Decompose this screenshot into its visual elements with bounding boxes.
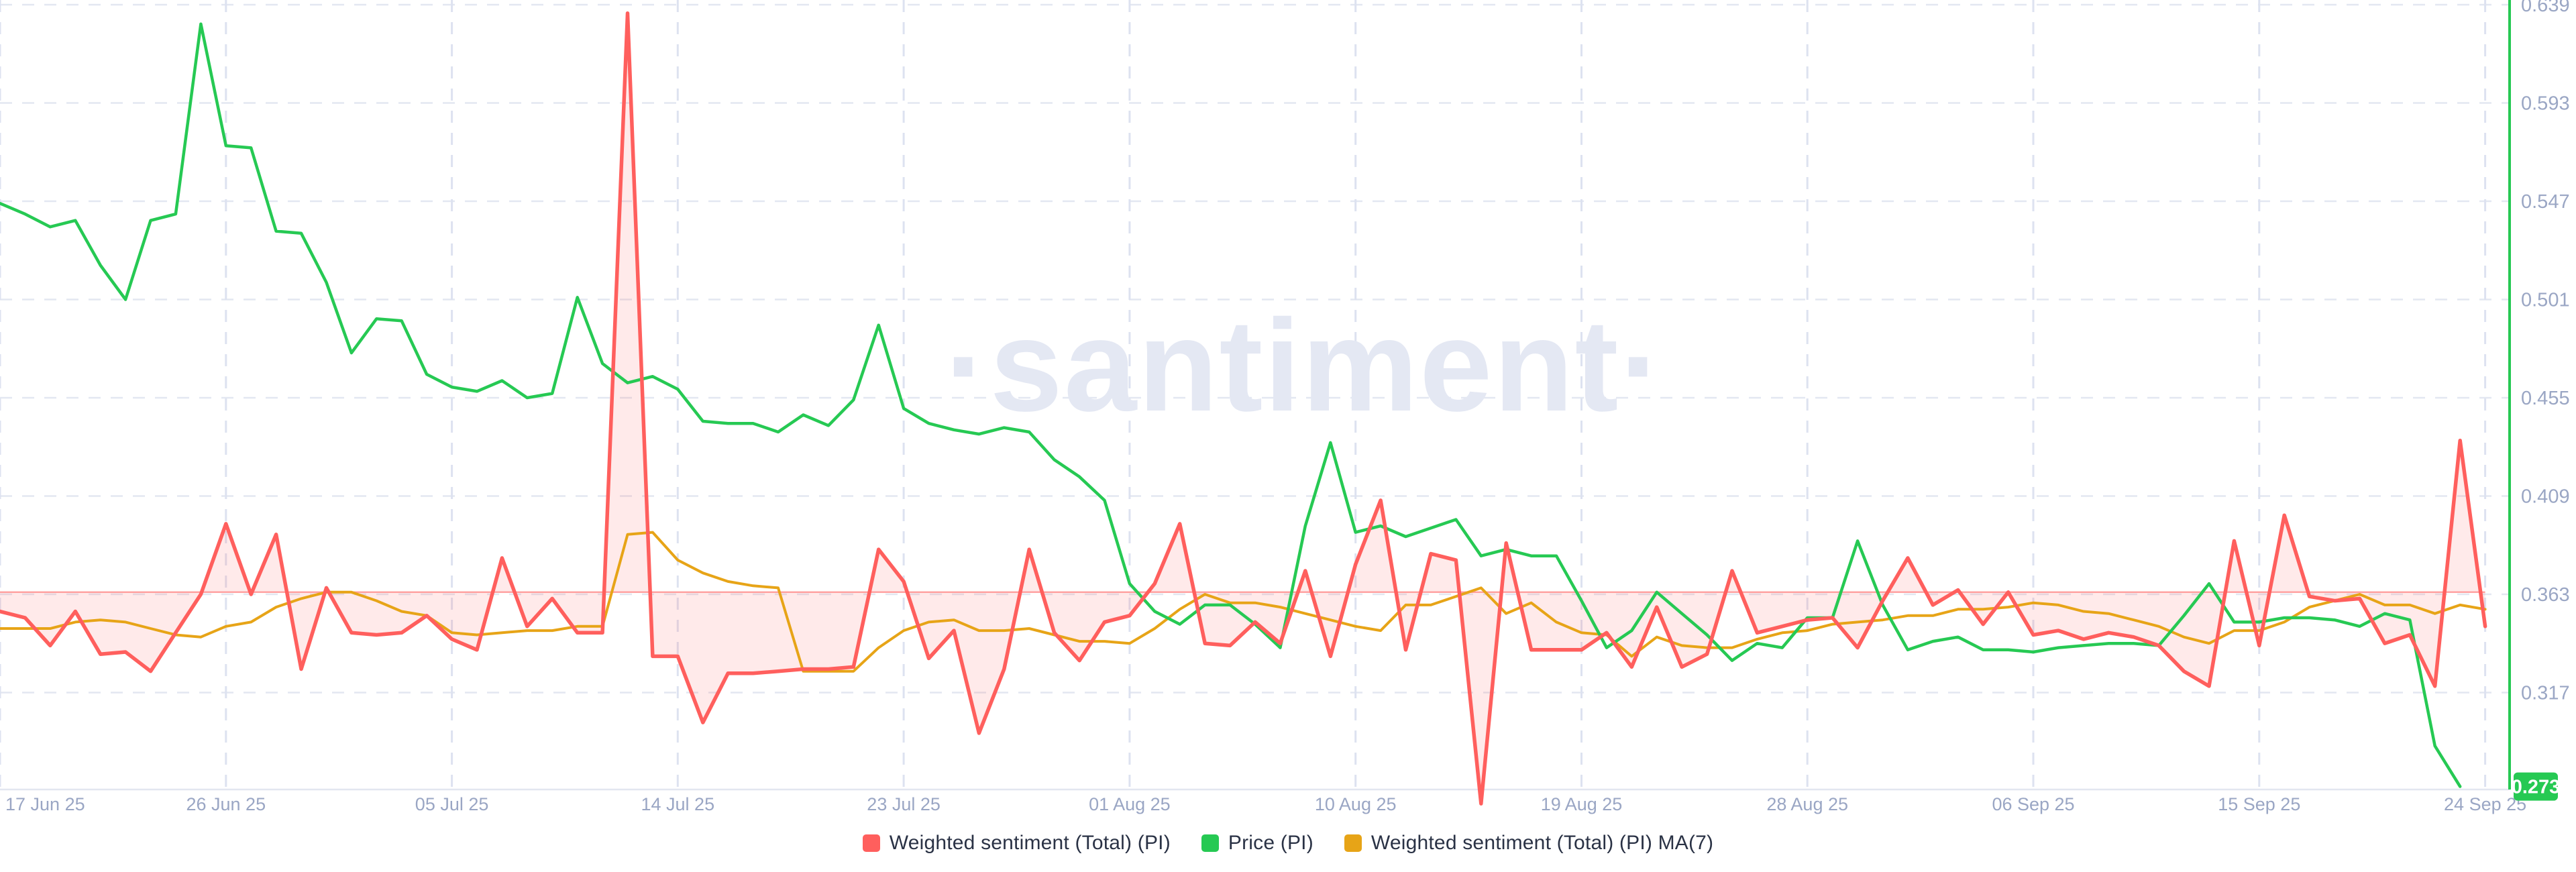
x-tick-label: 14 Jul 25 [641,794,715,814]
y-tick-label: 0.501 [2521,290,2570,311]
y-tick-label: 0.409 [2521,486,2570,508]
legend-item-price[interactable]: Price (PI) [1201,832,1313,855]
x-tick-label: 01 Aug 25 [1089,794,1171,814]
legend-swatch [1344,834,1362,852]
x-tick-label: 06 Sep 25 [1992,794,2074,814]
x-tick-label: 19 Aug 25 [1541,794,1623,814]
x-tick-label: 17 Jun 25 [5,794,85,814]
legend-item-label: Weighted sentiment (Total) (PI) [889,832,1171,854]
price-line[interactable] [0,22,2462,788]
legend: Weighted sentiment (Total) (PI) Price (PI… [0,832,2576,855]
x-tick-label: 10 Aug 25 [1315,794,1397,814]
y-tick-label: 0.455 [2521,388,2570,409]
sentiment-line[interactable] [0,11,2487,806]
x-tick-label: 24 Sep 25 [2444,794,2526,814]
y-tick-label: 0.363 [2521,584,2570,606]
legend-item-sentiment[interactable]: Weighted sentiment (Total) (PI) [862,832,1171,855]
watermark-text: ·santiment· [945,292,1665,439]
legend-item-label: Weighted sentiment (Total) (PI) MA(7) [1371,832,1714,854]
x-tick-label: 15 Sep 25 [2218,794,2300,814]
legend-swatch [862,834,880,852]
y-tick-label: 0.317 [2521,683,2570,704]
y-tick-label: 0.593 [2521,93,2570,115]
y-tick-label: 0.547 [2521,191,2570,213]
ma7-line[interactable] [0,531,2487,673]
legend-swatch [1201,834,1219,852]
legend-item-sentiment-ma7[interactable]: Weighted sentiment (Total) (PI) MA(7) [1344,832,1713,855]
x-tick-label: 23 Jul 25 [867,794,941,814]
x-tick-label: 28 Aug 25 [1766,794,1848,814]
legend-item-label: Price (PI) [1228,832,1313,854]
x-tick-label: 26 Jun 25 [186,794,266,814]
last-value-badge-text: 0.273 [2512,777,2561,798]
y-tick-label: 0.639 [2521,0,2570,16]
last-value-badge [2514,772,2558,801]
x-tick-label: 05 Jul 25 [415,794,489,814]
